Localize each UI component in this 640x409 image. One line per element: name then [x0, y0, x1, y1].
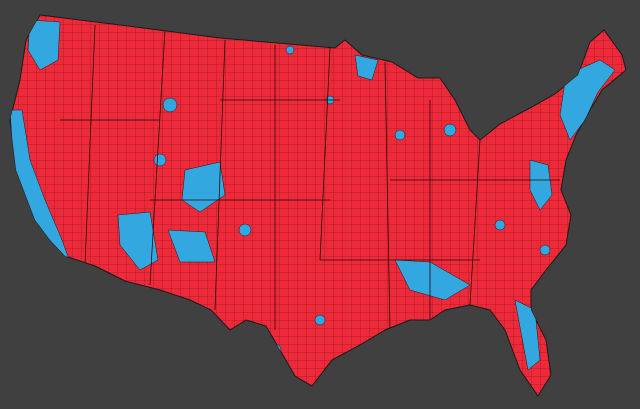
- county: [153, 153, 167, 167]
- mid-atlantic: [529, 159, 553, 211]
- county: [162, 97, 178, 113]
- puget-sound: [27, 19, 61, 71]
- county: [285, 45, 295, 55]
- county: [394, 129, 406, 141]
- county: [539, 244, 551, 256]
- florida-area: [514, 299, 541, 371]
- county: [314, 314, 326, 326]
- new-mexico-area: [167, 229, 216, 263]
- colorado-area: [181, 161, 226, 213]
- minnesota-area: [354, 54, 379, 81]
- county: [238, 223, 252, 237]
- state-borders: [60, 24, 560, 331]
- county: [443, 123, 457, 137]
- arizona-area: [117, 211, 159, 271]
- new-england: [559, 59, 616, 141]
- black-belt: [394, 259, 471, 301]
- county: [494, 219, 506, 231]
